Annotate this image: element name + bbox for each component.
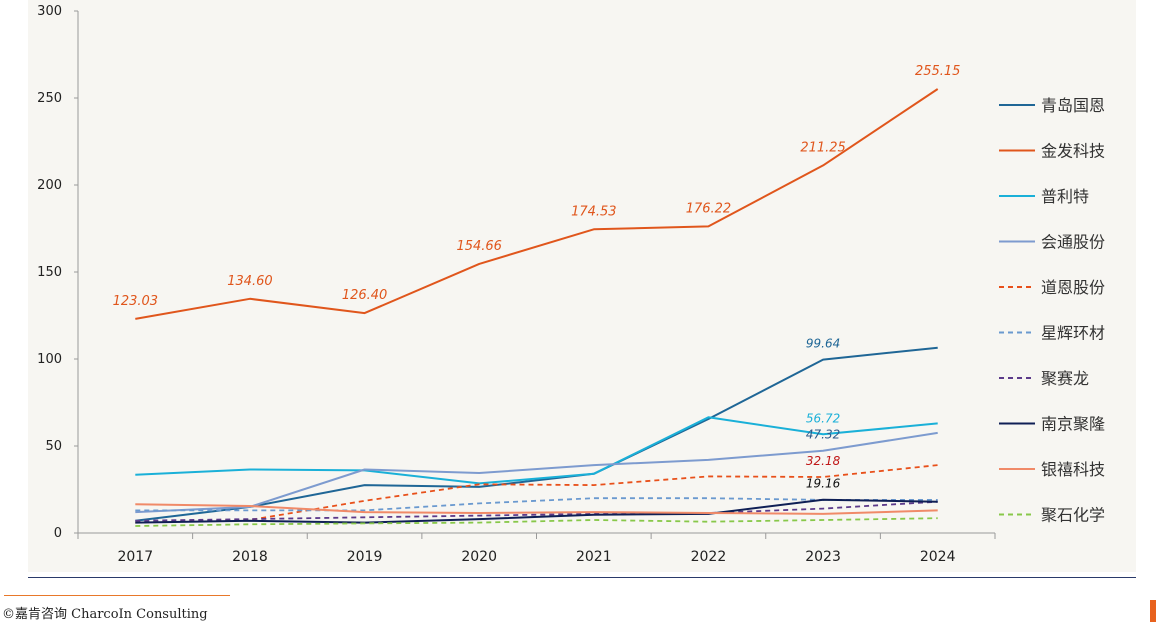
series-lines <box>135 88 939 527</box>
x-tick-label: 2018 <box>232 549 268 565</box>
y-tick-label: 50 <box>45 439 62 454</box>
data-label: 176.22 <box>686 201 732 216</box>
x-tick-label: 2019 <box>347 549 383 565</box>
legend-label: 星辉环材 <box>1041 324 1105 343</box>
series-line-6 <box>135 497 938 512</box>
data-label: 56.72 <box>806 411 840 425</box>
chart-panel <box>28 0 1136 572</box>
series-line-8 <box>135 498 938 524</box>
y-tick-label: 150 <box>37 265 62 280</box>
y-tick-label: 300 <box>37 4 62 19</box>
legend-label: 聚石化学 <box>1041 506 1105 525</box>
legend-label: 聚赛龙 <box>1041 369 1089 388</box>
bottom-divider <box>28 577 1136 578</box>
legend-label: 金发科技 <box>1041 142 1105 161</box>
series-line-1 <box>135 346 938 522</box>
y-tick-label: 0 <box>54 526 62 541</box>
chart-axes: 0 50 100 150 200 250 300 2017 2018 2019 2020 2021 20… <box>37 4 996 565</box>
series-line-7 <box>135 500 938 522</box>
data-label: 154.66 <box>456 239 502 254</box>
series-line-9 <box>135 503 938 515</box>
data-label: 126.40 <box>342 288 388 303</box>
data-label: 211.25 <box>800 140 846 155</box>
data-labels: 99.64 123.03 134.60 126.40 154.66 174.53 176.2… <box>113 64 961 491</box>
legend-label: 银禧科技 <box>1041 460 1105 479</box>
x-tick-label: 2023 <box>805 549 841 565</box>
data-label: 174.53 <box>571 204 617 219</box>
footer-accent-line <box>4 595 230 596</box>
data-label: 47.32 <box>806 428 840 442</box>
series-line-3 <box>135 416 938 485</box>
x-tick-label: 2020 <box>461 549 497 565</box>
data-label: 19.16 <box>806 477 841 491</box>
legend-label: 普利特 <box>1041 187 1089 206</box>
footer-copyright: ©嘉肯咨询 CharcoIn Consulting <box>2 607 208 622</box>
line-chart: 0 50 100 150 200 250 300 2017 2018 2019 2020 2021 20… <box>37 4 1105 565</box>
x-tick-label: 2024 <box>920 549 956 565</box>
data-label: 123.03 <box>113 294 159 309</box>
corner-accent-mark <box>1150 600 1156 622</box>
y-tick-label: 100 <box>37 352 62 367</box>
data-label: 134.60 <box>227 274 273 289</box>
legend-label: 南京聚隆 <box>1041 415 1105 434</box>
y-tick-label: 250 <box>37 91 62 106</box>
x-tick-label: 2017 <box>117 549 153 565</box>
legend-label: 道恩股份 <box>1041 278 1105 297</box>
series-line-10 <box>135 517 938 527</box>
y-tick-label: 200 <box>37 178 62 193</box>
x-tick-label: 2022 <box>691 549 727 565</box>
series-line-4 <box>135 431 938 514</box>
series-line-2 <box>135 88 939 320</box>
legend-label: 青岛国恩 <box>1041 96 1105 115</box>
data-label: 99.64 <box>806 337 840 351</box>
x-tick-label: 2021 <box>576 549 612 565</box>
legend-label: 会通股份 <box>1041 233 1105 252</box>
data-label: 255.15 <box>915 64 961 79</box>
data-label: 32.18 <box>806 454 841 468</box>
